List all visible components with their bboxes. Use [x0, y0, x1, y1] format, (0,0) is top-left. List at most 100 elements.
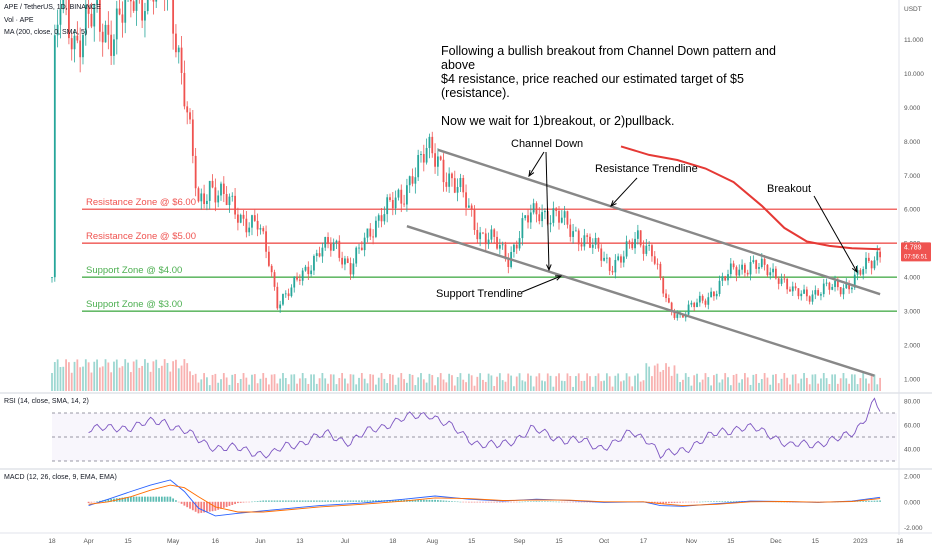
volume-bar: [231, 374, 234, 391]
candle-body: [87, 5, 90, 14]
volume-bar: [445, 382, 448, 391]
volume-bar: [670, 375, 673, 391]
volume-bar: [282, 373, 284, 391]
macd-histogram-bar: [191, 501, 194, 511]
candle-body: [276, 286, 279, 309]
channel-down-arrow-head: [528, 169, 535, 178]
macd-histogram-bar: [558, 501, 560, 503]
volume-bar: [701, 379, 704, 391]
macd-histogram-bar: [93, 501, 96, 503]
macd-histogram-bar: [701, 501, 704, 503]
macd-histogram-bar: [369, 500, 372, 502]
candle-body: [90, 13, 93, 27]
candle-body: [186, 106, 189, 113]
candle-body: [282, 294, 284, 305]
channel-support-line: [406, 225, 875, 377]
candle-body: [104, 24, 107, 43]
candle-body: [304, 266, 307, 271]
candle-body: [225, 194, 228, 206]
volume-bar: [124, 359, 127, 391]
volume-bar: [811, 374, 814, 391]
candle-body: [600, 248, 603, 261]
macd-histogram-bar: [332, 500, 335, 502]
macd-histogram-bar: [780, 501, 783, 503]
macd-histogram-bar: [698, 501, 701, 503]
macd-histogram-bar: [727, 501, 729, 502]
volume-bar: [786, 377, 789, 391]
note-line-2: $4 resistance, price reached our estimat…: [441, 72, 744, 86]
macd-histogram-bar: [420, 499, 422, 502]
volume-bar: [166, 362, 169, 391]
candle-body: [783, 278, 786, 280]
support-trendline-label: Support Trendline: [436, 288, 523, 300]
candle-body: [741, 264, 743, 270]
candle-body: [189, 112, 191, 120]
candle-body: [231, 195, 234, 197]
macd-histogram-bar: [783, 501, 786, 503]
volume-bar: [59, 367, 62, 391]
candle-body: [414, 177, 417, 184]
volume-bar: [859, 378, 862, 391]
candle-body: [814, 290, 817, 295]
macd-histogram-bar: [290, 500, 293, 502]
candle-body: [651, 245, 653, 257]
volume-bar: [848, 383, 851, 391]
volume-bar: [408, 373, 411, 391]
macd-histogram-bar: [487, 501, 490, 503]
macd-histogram-bar: [504, 501, 507, 503]
candle-body: [293, 276, 296, 288]
macd-histogram-bar: [462, 501, 465, 503]
macd-histogram-bar: [786, 501, 789, 503]
volume-bar: [611, 386, 614, 391]
candle-body: [693, 302, 696, 308]
candle-body: [538, 214, 541, 222]
candle-body: [206, 200, 208, 205]
macd-histogram-bar: [518, 501, 521, 503]
candle-body: [738, 269, 741, 276]
price-tick-label: 8.000: [904, 139, 921, 146]
macd-histogram-bar: [256, 501, 259, 502]
candle-body: [146, 0, 149, 12]
candle-body: [535, 203, 538, 215]
price-tick-label: 2.000: [904, 343, 921, 350]
volume-bar: [251, 374, 253, 391]
volume-bar: [490, 375, 493, 391]
time-tick-label: Oct: [599, 538, 609, 545]
candle-body: [346, 258, 349, 264]
volume-bar: [248, 384, 251, 391]
rsi-line: [88, 397, 881, 459]
macd-histogram-bar: [124, 497, 127, 502]
volume-bar: [383, 378, 386, 391]
candle-body: [335, 240, 338, 243]
price-tick-label: 1.000: [904, 377, 921, 384]
macd-histogram-bar: [434, 499, 436, 502]
macd-histogram-bar: [724, 501, 727, 502]
candle-body: [118, 8, 121, 15]
macd-histogram-bar: [470, 501, 473, 503]
candle-body: [386, 197, 389, 215]
volume-bar: [279, 378, 282, 391]
candle-body: [617, 256, 620, 261]
macd-histogram-bar: [870, 500, 873, 502]
rsi-line: RSI (14, close, SMA, 14, 2): [4, 398, 89, 405]
macd-histogram-bar: [155, 496, 158, 502]
volume-bar: [822, 373, 825, 391]
macd-histogram-bar: [507, 501, 510, 503]
macd-histogram-bar: [715, 501, 718, 502]
rsi-band-fill: [52, 413, 897, 461]
volume-bar: [237, 382, 239, 391]
candle-body: [718, 280, 721, 294]
macd-histogram-bar: [146, 496, 149, 502]
macd-histogram-bar: [651, 501, 653, 503]
candle-body: [251, 215, 253, 228]
candle-body: [636, 230, 639, 239]
macd-histogram-bar: [307, 500, 310, 502]
macd-histogram-bar: [225, 501, 228, 507]
volume-bar: [65, 359, 67, 391]
candle-body: [217, 195, 220, 203]
candle-body: [62, 0, 65, 10]
macd-histogram-bar: [521, 501, 524, 503]
candle-body: [820, 294, 822, 296]
candle-body: [484, 233, 487, 245]
volume-bar: [608, 376, 611, 391]
